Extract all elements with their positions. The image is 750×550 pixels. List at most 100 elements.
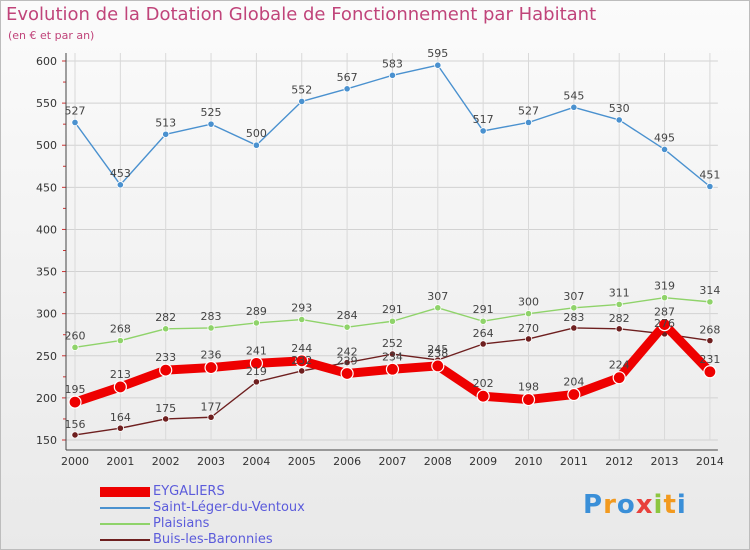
data-label-buis-les-baronnies: 156: [65, 418, 86, 431]
data-point-saint-leger-du-ventoux: [116, 181, 124, 189]
data-label-eygaliers: 229: [337, 354, 358, 367]
data-point-saint-leger-du-ventoux: [706, 182, 714, 191]
data-label-saint-leger-du-ventoux: 545: [563, 89, 584, 102]
data-point-saint-leger-du-ventoux: [524, 118, 533, 127]
data-point-plaisians: [252, 319, 260, 327]
y-tick-label: 600: [36, 55, 57, 68]
data-label-plaisians: 314: [699, 284, 720, 297]
data-point-eygaliers: [612, 371, 626, 385]
data-point-plaisians: [298, 315, 306, 324]
data-label-eygaliers: 198: [518, 381, 539, 394]
x-tick-label: 2006: [333, 455, 361, 468]
data-point-saint-leger-du-ventoux: [388, 71, 397, 79]
data-label-eygaliers: 213: [110, 368, 131, 381]
data-label-saint-leger-du-ventoux: 495: [654, 131, 675, 144]
legend-item: Buis-les-Baronnies: [100, 532, 305, 548]
data-point-plaisians: [162, 325, 170, 333]
data-point-buis-les-baronnies: [207, 413, 215, 421]
data-label-saint-leger-du-ventoux: 500: [246, 127, 267, 140]
data-label-eygaliers: 233: [155, 351, 176, 364]
data-label-plaisians: 268: [110, 323, 131, 336]
data-point-saint-leger-du-ventoux: [343, 85, 351, 93]
data-label-eygaliers: 241: [246, 344, 267, 357]
data-label-buis-les-baronnies: 270: [518, 322, 539, 335]
data-label-eygaliers: 195: [65, 383, 86, 396]
legend-item: Plaisians: [100, 516, 305, 532]
data-point-saint-leger-du-ventoux: [660, 145, 669, 154]
data-label-plaisians: 307: [563, 290, 584, 303]
data-point-saint-leger-du-ventoux: [71, 118, 79, 127]
data-point-eygaliers: [431, 359, 445, 373]
data-label-saint-leger-du-ventoux: 513: [155, 116, 176, 129]
data-label-eygaliers: 202: [473, 377, 494, 390]
data-label-saint-leger-du-ventoux: 530: [609, 102, 630, 115]
data-point-eygaliers: [340, 366, 354, 381]
data-point-saint-leger-du-ventoux: [615, 116, 623, 124]
data-point-plaisians: [706, 298, 714, 306]
legend-swatch: [100, 506, 150, 509]
data-point-buis-les-baronnies: [524, 335, 533, 343]
y-tick-label: 400: [36, 223, 57, 236]
y-tick-label: 350: [36, 266, 57, 279]
y-tick-label: 200: [36, 392, 57, 405]
data-label-plaisians: 284: [337, 309, 358, 322]
logo-letter: o: [616, 490, 636, 520]
data-point-eygaliers: [204, 360, 218, 375]
data-point-eygaliers: [159, 363, 173, 377]
data-label-plaisians: 300: [518, 296, 539, 309]
data-point-eygaliers: [657, 318, 672, 332]
data-point-eygaliers: [703, 365, 717, 379]
data-point-buis-les-baronnies: [71, 431, 79, 439]
data-label-saint-leger-du-ventoux: 527: [65, 104, 86, 117]
data-label-buis-les-baronnies: 264: [473, 327, 494, 340]
legend-item: EYGALIERS: [100, 484, 305, 500]
data-label-plaisians: 307: [427, 290, 448, 303]
data-label-saint-leger-du-ventoux: 595: [427, 47, 448, 60]
data-point-buis-les-baronnies: [116, 424, 124, 432]
data-point-eygaliers: [385, 362, 400, 376]
data-label-saint-leger-du-ventoux: 451: [699, 168, 720, 181]
logo-letter: i: [653, 490, 664, 520]
x-tick-label: 2003: [197, 455, 225, 468]
data-label-eygaliers: 204: [563, 376, 584, 389]
data-point-saint-leger-du-ventoux: [162, 130, 170, 138]
data-point-buis-les-baronnies: [615, 325, 623, 333]
data-label-buis-les-baronnies: 177: [201, 400, 222, 413]
data-point-eygaliers: [68, 395, 82, 409]
data-label-buis-les-baronnies: 164: [110, 411, 131, 424]
y-tick-label: 500: [36, 139, 57, 152]
logo-letter: x: [635, 490, 654, 520]
y-tick-label: 300: [36, 308, 57, 321]
y-tick-label: 150: [36, 434, 57, 447]
data-point-eygaliers: [567, 387, 581, 402]
chart-title: Evolution de la Dotation Globale de Fonc…: [6, 4, 597, 25]
data-point-eygaliers: [295, 354, 309, 368]
data-point-plaisians: [615, 300, 623, 309]
x-tick-label: 2014: [696, 455, 724, 468]
data-point-plaisians: [660, 294, 669, 302]
logo-letter: t: [663, 490, 677, 520]
chart-legend: EYGALIERS Saint-Léger-du-Ventoux Plaisians…: [100, 484, 305, 548]
data-label-plaisians: 282: [155, 311, 176, 324]
data-point-plaisians: [570, 304, 578, 312]
chart-subtitle: (en € et par an): [8, 29, 95, 42]
x-tick-label: 2001: [106, 455, 134, 468]
y-tick-label: 250: [36, 350, 57, 363]
x-tick-label: 2013: [651, 455, 679, 468]
x-tick-label: 2012: [605, 455, 633, 468]
data-point-plaisians: [479, 317, 487, 325]
data-point-plaisians: [388, 317, 397, 325]
data-point-buis-les-baronnies: [343, 358, 351, 367]
legend-label: Plaisians: [153, 516, 210, 531]
data-point-plaisians: [343, 323, 351, 331]
data-point-buis-les-baronnies: [570, 324, 578, 332]
data-label-buis-les-baronnies: 268: [699, 324, 720, 337]
data-label-saint-leger-du-ventoux: 583: [382, 57, 403, 70]
legend-swatch: [100, 522, 150, 525]
logo-letter: P: [583, 490, 604, 520]
data-point-plaisians: [116, 337, 124, 345]
data-point-plaisians: [71, 343, 79, 351]
data-point-eygaliers: [249, 356, 263, 370]
x-tick-label: 2002: [152, 455, 180, 468]
